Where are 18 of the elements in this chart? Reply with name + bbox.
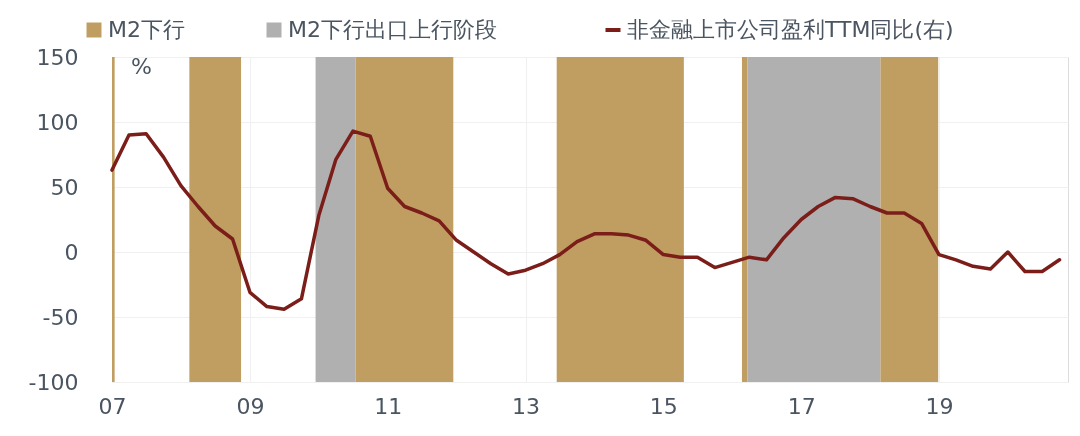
legend-label: 非金融上市公司盈利TTM同比(右) — [627, 17, 954, 42]
legend-label: M2下行出口上行阶段 — [288, 17, 497, 42]
y-tick-label: 50 — [50, 174, 79, 200]
y-axis-title: % — [131, 53, 152, 79]
y-tick-label: 100 — [36, 109, 79, 135]
x-tick-label: 11 — [374, 393, 403, 419]
x-tick-label: 09 — [236, 393, 265, 419]
x-tick-label: 15 — [649, 393, 678, 419]
y-tick-label: 0 — [64, 239, 79, 265]
y-tick-label: 150 — [36, 44, 79, 70]
y-tick-label: -100 — [28, 369, 79, 395]
legend-label: M2下行 — [108, 17, 185, 42]
x-tick-label: 19 — [925, 393, 954, 419]
x-tick-label: 13 — [512, 393, 541, 419]
y-tick-label: -50 — [42, 304, 79, 330]
line-series — [110, 129, 1062, 311]
x-tick-label: 07 — [98, 393, 127, 419]
x-tick-label: 17 — [787, 393, 816, 419]
